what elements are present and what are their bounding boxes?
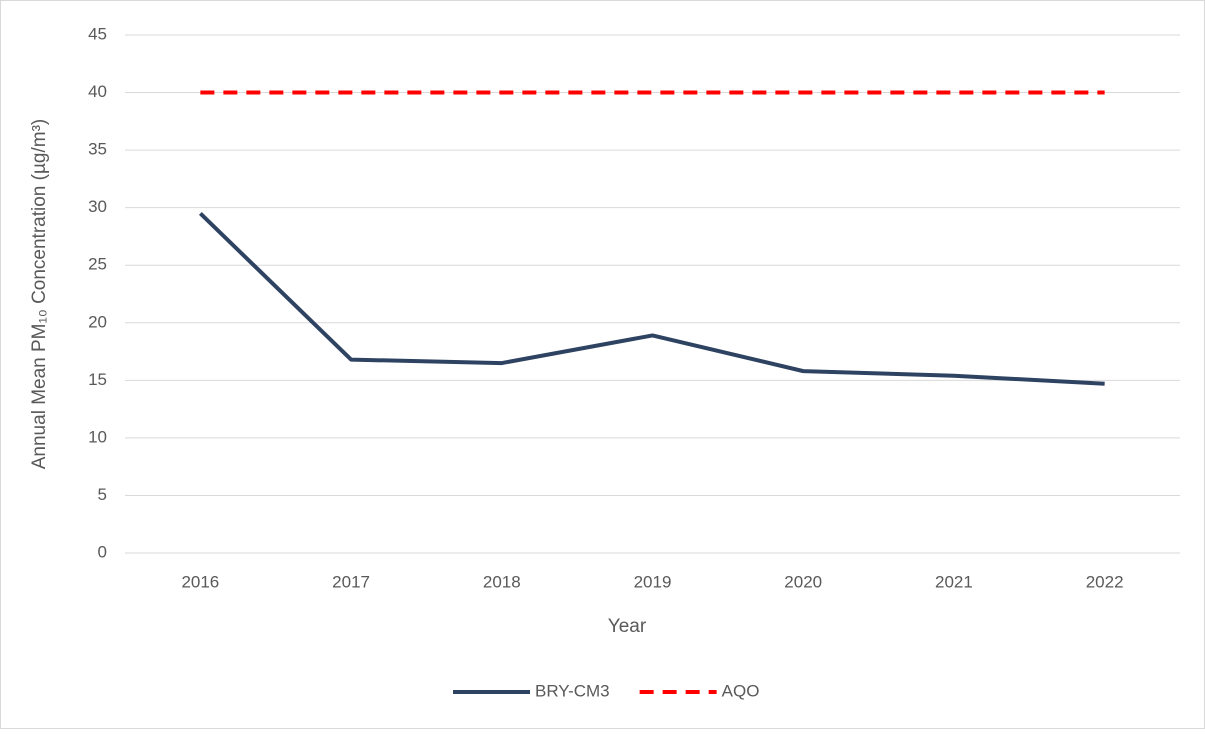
x-tick-label: 2018 <box>483 572 521 591</box>
x-axis-label: Year <box>608 616 647 637</box>
y-tick-label: 15 <box>88 370 107 389</box>
y-tick-label: 45 <box>88 24 107 43</box>
x-tick-label: 2016 <box>181 572 219 591</box>
legend-label: AQO <box>722 681 760 700</box>
y-axis-label: Annual Mean PM₁₀ Concentration (µg/m³) <box>29 119 50 470</box>
x-tick-label: 2022 <box>1086 572 1124 591</box>
legend-label: BRY-CM3 <box>535 681 610 700</box>
y-tick-label: 40 <box>88 82 107 101</box>
y-tick-label: 10 <box>88 427 107 446</box>
x-tick-label: 2017 <box>332 572 370 591</box>
y-tick-label: 25 <box>88 255 107 274</box>
x-tick-label: 2020 <box>784 572 822 591</box>
y-tick-label: 5 <box>98 485 107 504</box>
series-line <box>198 211 1105 386</box>
x-tick-label: 2021 <box>935 572 973 591</box>
y-tick-label: 20 <box>88 312 107 331</box>
y-tick-label: 35 <box>88 140 107 159</box>
y-tick-label: 0 <box>98 542 107 561</box>
y-tick-label: 30 <box>88 197 107 216</box>
x-tick-label: 2019 <box>634 572 672 591</box>
